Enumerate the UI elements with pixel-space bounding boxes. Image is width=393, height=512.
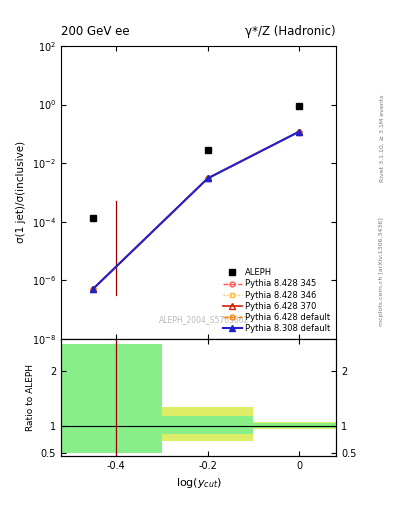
Pythia 8.308 default xyxy=(205,175,210,181)
Line: ALEPH: ALEPH xyxy=(90,102,303,221)
ALEPH xyxy=(91,215,95,221)
Pythia 6.428 370 xyxy=(205,175,210,181)
Text: mcplots.cern.ch [arXiv:1306.3436]: mcplots.cern.ch [arXiv:1306.3436] xyxy=(380,217,384,326)
Pythia 8.308 default xyxy=(91,286,95,292)
Line: Pythia 6.428 default: Pythia 6.428 default xyxy=(90,129,302,291)
Line: Pythia 8.308 default: Pythia 8.308 default xyxy=(90,129,302,292)
Pythia 8.428 346 xyxy=(91,286,95,292)
Pythia 6.428 370 xyxy=(297,129,302,135)
Text: 200 GeV ee: 200 GeV ee xyxy=(61,26,130,38)
X-axis label: log($y_{cut}$): log($y_{cut}$) xyxy=(176,476,221,490)
Pythia 6.428 370 xyxy=(91,286,95,292)
ALEPH xyxy=(297,103,302,109)
ALEPH xyxy=(205,147,210,153)
Pythia 8.428 346 xyxy=(205,175,210,181)
Pythia 8.428 345 xyxy=(205,175,210,181)
Pythia 8.428 345 xyxy=(297,129,302,135)
Legend: ALEPH, Pythia 8.428 345, Pythia 8.428 346, Pythia 6.428 370, Pythia 6.428 defaul: ALEPH, Pythia 8.428 345, Pythia 8.428 34… xyxy=(222,267,332,334)
Pythia 6.428 default xyxy=(91,286,95,292)
Text: γ*/Z (Hadronic): γ*/Z (Hadronic) xyxy=(245,26,336,38)
Line: Pythia 6.428 370: Pythia 6.428 370 xyxy=(90,129,302,292)
Pythia 8.308 default xyxy=(297,129,302,135)
Text: ALEPH_2004_S5765862: ALEPH_2004_S5765862 xyxy=(159,315,249,324)
Y-axis label: σ(1 jet)/σ(inclusive): σ(1 jet)/σ(inclusive) xyxy=(16,141,26,243)
Line: Pythia 8.428 345: Pythia 8.428 345 xyxy=(90,129,302,291)
Pythia 6.428 default xyxy=(205,175,210,181)
Line: Pythia 8.428 346: Pythia 8.428 346 xyxy=(90,129,302,291)
Text: Rivet 3.1.10, ≥ 3.1M events: Rivet 3.1.10, ≥ 3.1M events xyxy=(380,95,384,182)
Y-axis label: Ratio to ALEPH: Ratio to ALEPH xyxy=(26,364,35,431)
Pythia 6.428 default xyxy=(297,129,302,135)
Pythia 8.428 346 xyxy=(297,129,302,135)
Pythia 8.428 345 xyxy=(91,286,95,292)
